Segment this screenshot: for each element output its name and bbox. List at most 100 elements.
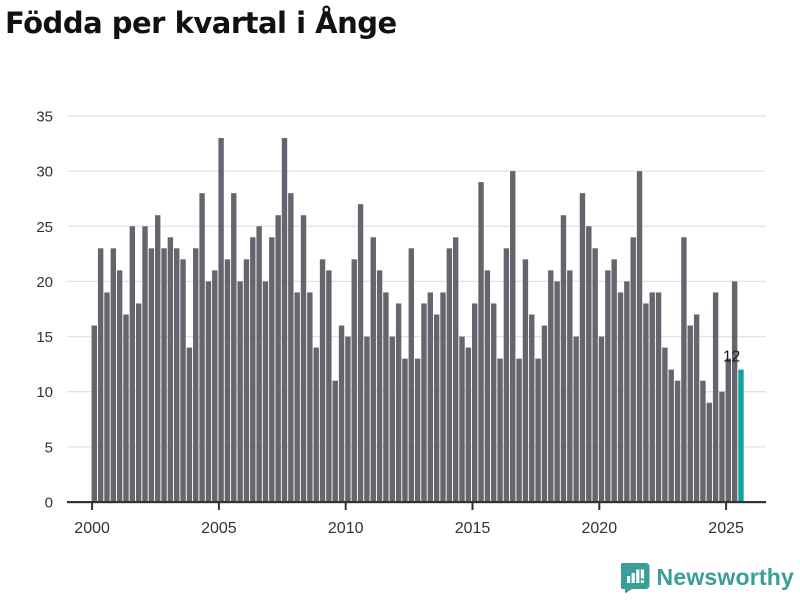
bar (541, 325, 548, 502)
bar (586, 226, 592, 502)
bar (427, 292, 434, 502)
bar (484, 270, 491, 502)
bar (174, 248, 180, 502)
bar (719, 391, 725, 502)
bar (123, 314, 129, 502)
bar (148, 248, 155, 502)
bar (567, 270, 573, 502)
x-axis-tick-label: 2000 (74, 520, 110, 537)
bar (510, 171, 516, 502)
bar (231, 193, 237, 502)
logo-bar-3 (635, 569, 639, 583)
bar (262, 281, 269, 502)
bar (554, 281, 560, 502)
bar (307, 292, 313, 502)
bar (275, 215, 281, 502)
bar (180, 259, 186, 502)
logo-exclamation-bar (640, 569, 644, 579)
bar (636, 171, 643, 502)
bar (395, 303, 402, 502)
y-axis-tick-label: 5 (45, 439, 53, 456)
bar (674, 380, 681, 502)
bar (459, 336, 465, 502)
x-axis-tick-label: 2020 (582, 520, 618, 537)
bar (294, 292, 300, 502)
bar (535, 358, 541, 502)
brand-name: Newsworthy (656, 564, 794, 590)
bar (186, 347, 193, 502)
bar (649, 292, 655, 502)
bar (472, 303, 478, 502)
bar (573, 336, 579, 502)
bar (560, 215, 567, 502)
bar (135, 303, 142, 502)
bar (617, 292, 624, 502)
bar (97, 248, 104, 502)
y-axis-tick-label: 10 (36, 384, 53, 401)
bar (256, 226, 262, 502)
bar (662, 347, 668, 502)
bar (345, 336, 351, 502)
highlighted-bar (738, 369, 744, 502)
bar (376, 270, 383, 502)
bar (167, 237, 174, 502)
bar (319, 259, 326, 502)
bar (383, 292, 389, 502)
y-axis-tick-label: 35 (36, 108, 53, 125)
bar (142, 226, 148, 502)
chart-title: Födda per kvartal i Ånge (5, 6, 397, 40)
bar (402, 358, 408, 502)
bar (712, 292, 719, 502)
bar (155, 215, 161, 502)
bar (516, 358, 522, 502)
bar (598, 336, 605, 502)
bar (332, 380, 338, 502)
bar (326, 270, 332, 502)
bar (687, 325, 693, 502)
x-axis-line (67, 501, 766, 504)
bar (351, 259, 357, 502)
logo-bubble (620, 563, 650, 593)
bar (497, 358, 503, 502)
x-axis-tick-label: 2005 (201, 520, 237, 537)
bar (624, 281, 630, 502)
bar (478, 182, 484, 502)
bar (91, 325, 97, 502)
y-axis-tick-label: 30 (36, 164, 53, 181)
bar (408, 248, 414, 502)
bar (491, 303, 497, 502)
x-axis-tick-label: 2015 (455, 520, 491, 537)
bar (421, 303, 427, 502)
bar (446, 248, 453, 502)
bar (199, 193, 205, 502)
y-axis-tick-label: 20 (36, 274, 53, 291)
bar (212, 270, 218, 502)
bar (414, 358, 421, 502)
bar (592, 248, 598, 502)
bar (706, 402, 712, 502)
bar (700, 380, 706, 502)
bar (465, 347, 472, 502)
bar (452, 237, 459, 502)
bar (269, 237, 275, 502)
bar (668, 369, 674, 502)
x-axis-tick-label: 2025 (708, 520, 744, 537)
bar (104, 292, 110, 502)
bar (529, 314, 535, 502)
bar (243, 259, 250, 502)
bar (630, 237, 636, 502)
bar (224, 259, 231, 502)
bar (357, 204, 364, 502)
bar (681, 237, 687, 502)
bar (110, 248, 117, 502)
bar (693, 314, 700, 502)
logo-bar-1 (626, 576, 630, 583)
bar (218, 138, 224, 502)
logo-bar-2 (631, 573, 635, 583)
bar (250, 237, 256, 502)
bar (522, 259, 529, 502)
bar (237, 281, 243, 502)
bar (313, 347, 319, 502)
y-axis-tick-label: 25 (36, 219, 53, 236)
